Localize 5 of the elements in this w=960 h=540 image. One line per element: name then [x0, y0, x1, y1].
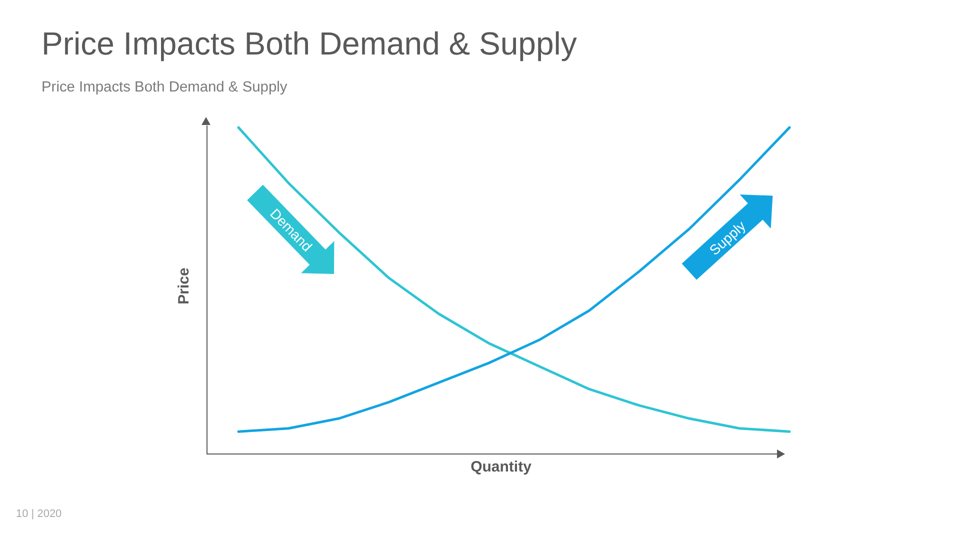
y-axis-title: Price	[176, 268, 192, 304]
chart-subtitle: Price Impacts Both Demand & Supply	[42, 80, 288, 96]
x-axis-title: Quantity	[470, 458, 532, 476]
chart-title: Price Impacts Both Demand & Supply	[42, 26, 577, 62]
text: 10 | 2020	[16, 508, 62, 520]
